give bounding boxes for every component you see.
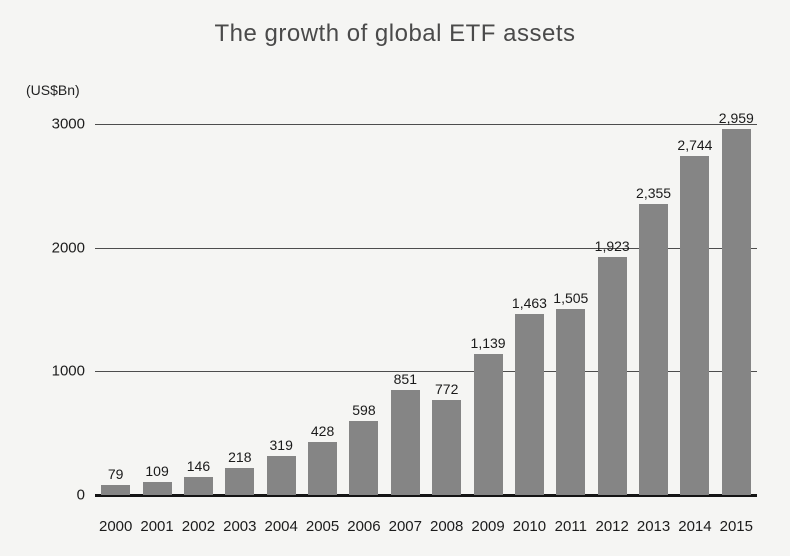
bar-value-label: 772	[435, 380, 459, 397]
bar-value-label: 1,463	[511, 295, 547, 312]
bar-value-label: 146	[186, 457, 211, 474]
x-tick-label: 2008	[430, 518, 464, 535]
bar-2008	[432, 399, 462, 495]
bar-2003	[225, 468, 255, 495]
gridline-3000	[95, 124, 757, 125]
x-tick-label: 2004	[264, 518, 298, 535]
bar-value-label: 109	[145, 462, 169, 479]
bar-value-label: 1,923	[594, 238, 630, 255]
x-tick-label: 2011	[554, 518, 587, 535]
bar-2013	[639, 203, 669, 495]
gridline-2000	[95, 247, 757, 249]
x-tick-label: 2002	[181, 518, 216, 535]
x-tick-label: 2006	[347, 518, 381, 535]
x-tick-label: 2000	[99, 518, 133, 535]
x-tick-label: 2001	[140, 518, 174, 535]
x-tick-label: 2012	[595, 518, 629, 535]
bar-2009	[473, 354, 503, 495]
bar-2015	[721, 129, 751, 495]
bar-2006	[349, 421, 379, 495]
bar-2011	[556, 308, 586, 495]
bar-value-label: 428	[310, 423, 335, 440]
y-axis-unit-label: (US$Bn)	[26, 82, 80, 98]
bar-value-label: 851	[393, 370, 417, 387]
bar-2014	[680, 155, 710, 495]
gridline-1000	[95, 371, 757, 373]
bar-value-label: 218	[228, 449, 252, 466]
bar-2001	[142, 481, 172, 495]
x-tick-label: 2007	[388, 518, 422, 535]
bar-2005	[308, 442, 338, 495]
y-tick-label: 0	[76, 486, 85, 504]
x-tick-label: 2010	[512, 518, 547, 535]
x-tick-label: 2013	[636, 518, 671, 535]
bar-value-label: 2,959	[718, 110, 754, 127]
y-tick-label: 3000	[51, 115, 85, 133]
bar-value-label: 1,505	[553, 289, 589, 306]
bar-value-label: 598	[352, 402, 376, 419]
chart-title: The growth of global ETF assets	[214, 20, 576, 47]
x-tick-label: 2009	[471, 518, 505, 535]
x-axis-line	[95, 494, 757, 497]
x-tick-label: 2005	[305, 518, 340, 535]
x-tick-label: 2014	[678, 518, 712, 535]
x-tick-label: 2003	[223, 518, 257, 535]
bar-value-label: 2,355	[636, 184, 672, 201]
x-tick-label: 2015	[719, 518, 753, 535]
bar-2007	[390, 389, 420, 495]
bar-2000	[101, 485, 131, 495]
bar-2002	[183, 476, 213, 495]
bar-2010	[514, 314, 544, 495]
y-tick-label: 1000	[51, 362, 85, 380]
bar-value-label: 2,744	[677, 136, 713, 153]
bar-2012	[597, 257, 627, 495]
y-tick-label: 2000	[51, 239, 85, 257]
bar-value-label: 79	[107, 466, 124, 483]
bar-value-label: 1,139	[470, 335, 506, 352]
bar-2004	[266, 455, 296, 495]
bar-value-label: 319	[269, 436, 293, 453]
